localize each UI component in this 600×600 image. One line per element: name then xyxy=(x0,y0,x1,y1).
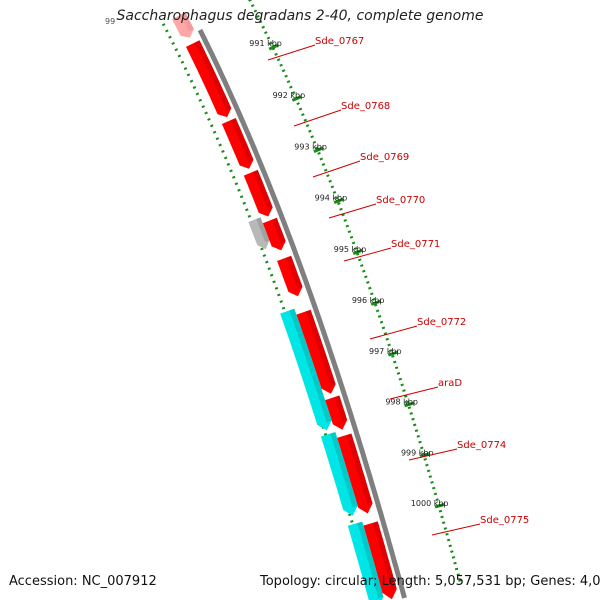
accession-text: Accession: NC_007912 xyxy=(9,574,157,589)
scale-tick xyxy=(333,197,345,205)
scale-tick-label: 993 kbp xyxy=(294,142,327,151)
scale-tick xyxy=(291,95,303,102)
cds-forward-arrow-shade xyxy=(252,169,273,210)
cds-forward-arrow-shade xyxy=(230,118,254,162)
genome-summary-text: Topology: circular; Length: 5,057,531 bp… xyxy=(260,574,600,589)
cds-forward-arrow xyxy=(243,169,273,217)
gene-label[interactable]: Sde_0771 xyxy=(391,239,440,250)
gene-label-leader xyxy=(293,109,342,127)
other-feature-arrow xyxy=(248,217,270,250)
gene-label[interactable]: Sde_0775 xyxy=(480,515,529,526)
cds-forward-arrow xyxy=(221,118,254,169)
scale-tick xyxy=(419,452,431,458)
gene-label[interactable]: Sde_0772 xyxy=(417,317,466,328)
scale-tick-label-partial: 99 xyxy=(105,17,115,26)
cds-forward-arrow-shade xyxy=(334,395,348,422)
cds-forward-arrow-shade xyxy=(271,217,286,243)
gene-label-leader xyxy=(343,247,392,262)
genome-title: Saccharophagus degradans 2-40, complete … xyxy=(116,8,484,24)
cds-forward-arrow-shade xyxy=(372,521,397,591)
cds-reverse-arrow-shade xyxy=(289,308,332,423)
cds-forward-arrow-shade xyxy=(194,40,232,111)
cds-forward-arrow-shade xyxy=(286,255,303,289)
gene-label[interactable]: Sde_0770 xyxy=(376,195,425,206)
cds-reverse-arrow xyxy=(320,432,358,516)
gene-label-leader xyxy=(312,160,361,178)
cds-forward-arrow xyxy=(186,40,232,118)
cds-forward-arrow xyxy=(172,12,194,38)
scale-tick-label: 996 kbp xyxy=(352,296,385,305)
cds-reverse-arrow-shade xyxy=(357,521,384,599)
cds-forward-arrow xyxy=(262,217,286,251)
cds-reverse-arrow-shade xyxy=(330,432,358,508)
label-layer: Sde_0767 Sde_0768 Sde_0769 Sde_0770 Sde_0771… xyxy=(267,36,529,536)
other-feature-arrow-shade xyxy=(256,217,270,243)
cds-forward-arrow-shade xyxy=(346,433,373,505)
genome-backbone xyxy=(197,28,407,599)
cds-reverse-arrow xyxy=(347,521,384,600)
scale-tick xyxy=(404,401,415,408)
gene-label-leader xyxy=(328,203,377,219)
scale-tick xyxy=(434,502,446,509)
scale-tick-label: 992 kbp xyxy=(273,91,306,100)
gene-label-leader xyxy=(369,325,418,340)
scale-tick xyxy=(352,248,364,255)
scale-tick xyxy=(268,43,279,51)
gene-label-leader xyxy=(431,523,481,536)
cds-forward-arrow xyxy=(277,255,303,297)
gene-label[interactable]: Sde_0767 xyxy=(315,36,364,47)
cds-forward-arrow xyxy=(296,309,336,394)
scale-tick-label: 997 kbp xyxy=(369,347,402,356)
cds-reverse-arrow xyxy=(280,308,332,431)
scale-tick xyxy=(313,146,324,153)
gene-label[interactable]: Sde_0768 xyxy=(341,101,390,112)
scale-tick-label: 1000 kbp xyxy=(411,499,449,508)
scale-tick xyxy=(370,299,382,306)
scale-tick-label: 998 kbp xyxy=(385,398,418,407)
scale-tick-label: 999 kbp xyxy=(401,448,434,457)
gene-label-leader xyxy=(408,448,458,461)
scale-tick xyxy=(387,350,399,357)
cds-forward-arrow xyxy=(325,395,348,430)
gene-label[interactable]: araD xyxy=(438,378,462,389)
backbone-layer xyxy=(197,28,407,599)
scale-tick-label: 994 kbp xyxy=(315,194,348,203)
feature-layer xyxy=(172,12,397,600)
gene-label[interactable]: Sde_0769 xyxy=(360,152,409,163)
scale-layer: 991 kbp 992 kbp 993 kbp 994 kbp 995 kbp 996 k… xyxy=(105,0,462,600)
scale-tick-label: 995 kbp xyxy=(334,245,367,254)
gene-label[interactable]: Sde_0774 xyxy=(457,440,506,451)
cds-forward-arrow xyxy=(337,433,373,514)
cds-forward-arrow xyxy=(363,521,397,600)
gene-label-leader xyxy=(389,386,439,400)
scale-tick-label: 991 kbp xyxy=(249,39,282,48)
gene-label-leader xyxy=(267,44,316,61)
cds-forward-arrow-shade xyxy=(305,309,336,386)
cds-forward-arrow-shade xyxy=(180,12,194,32)
